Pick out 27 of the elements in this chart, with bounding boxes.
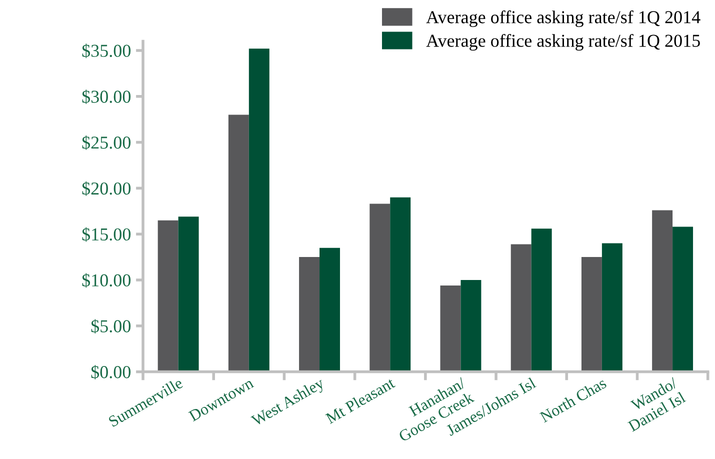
bar bbox=[390, 197, 411, 372]
y-tick-label: $5.00 bbox=[91, 319, 131, 334]
bar bbox=[299, 257, 320, 372]
bar bbox=[370, 204, 390, 372]
bar bbox=[178, 216, 199, 372]
y-tick-label: $0.00 bbox=[91, 364, 131, 380]
bar bbox=[510, 244, 532, 372]
bar bbox=[602, 243, 622, 372]
x-tick-label: North Chas bbox=[538, 376, 608, 423]
bar bbox=[581, 257, 602, 372]
bar bbox=[228, 114, 249, 372]
bar bbox=[672, 226, 694, 372]
y-tick-label: $35.00 bbox=[82, 44, 131, 58]
y-tick-label: $30.00 bbox=[82, 90, 131, 104]
bar bbox=[320, 248, 340, 372]
bar bbox=[652, 210, 673, 372]
bar bbox=[158, 220, 178, 372]
y-tick-label: $25.00 bbox=[82, 135, 131, 150]
bar bbox=[248, 48, 270, 372]
legend-label: Average office asking rate/sf 1Q 2014 bbox=[426, 10, 700, 28]
bar bbox=[460, 280, 482, 372]
y-tick-label: $15.00 bbox=[82, 227, 131, 242]
legend-label: Average office asking rate/sf 1Q 2015 bbox=[426, 34, 700, 51]
y-tick-label: $20.00 bbox=[82, 181, 131, 196]
bar bbox=[531, 228, 552, 372]
y-tick-label: $10.00 bbox=[82, 273, 131, 288]
bar bbox=[440, 286, 461, 372]
